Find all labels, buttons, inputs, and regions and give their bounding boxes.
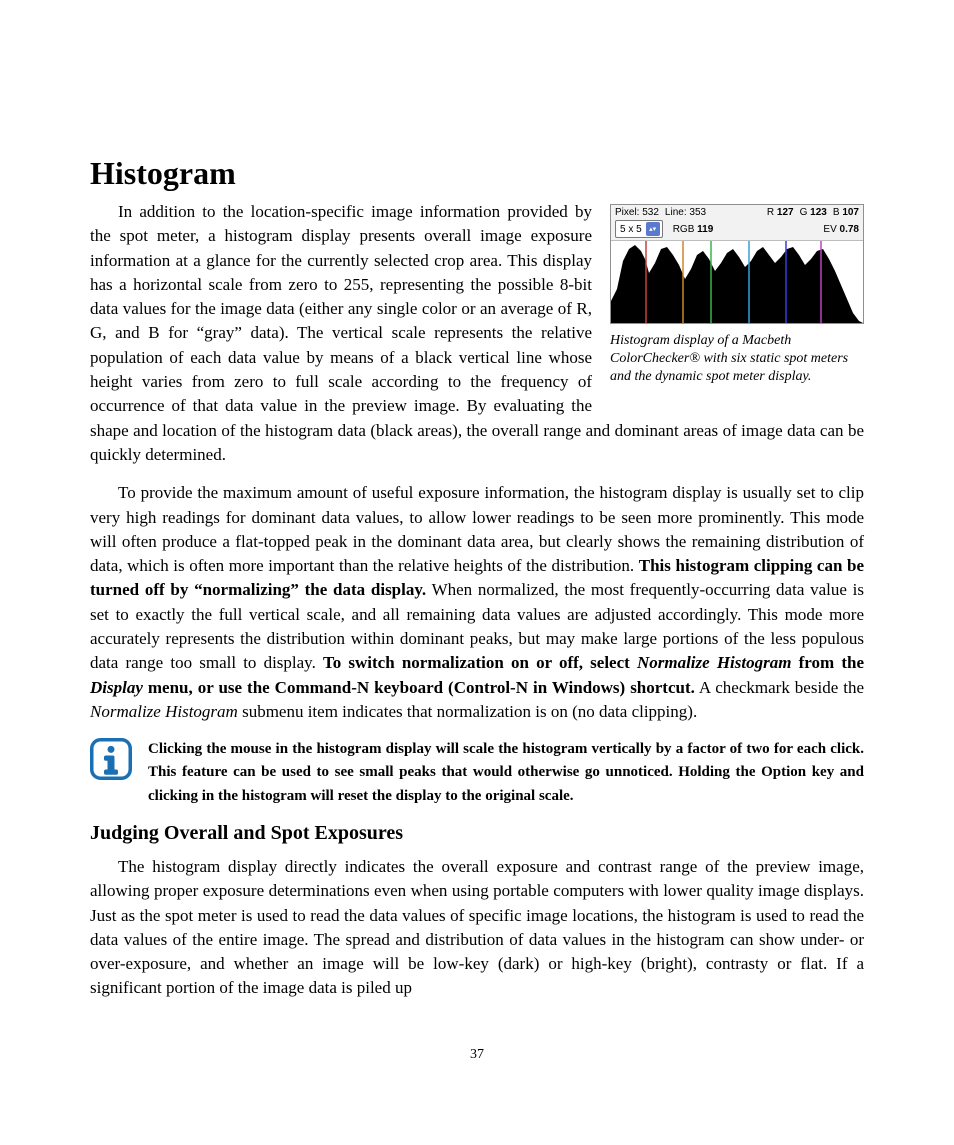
line-readout: Line: 353 [665, 207, 706, 218]
para2-bold-2b: from the [791, 653, 864, 672]
subheading: Judging Overall and Spot Exposures [90, 822, 864, 845]
histogram-fill [611, 245, 863, 323]
para2-text-c: A checkmark beside the [695, 678, 864, 697]
paragraph-3: The histogram display directly indicates… [90, 855, 864, 1001]
info-callout: Clicking the mouse in the histogram disp… [90, 738, 864, 808]
document-page: Histogram Pixel: 532 Line: 353 R 127 G 1… [0, 0, 954, 1145]
b-readout: B 107 [833, 207, 859, 218]
para2-bold-2c: menu, or use the Command-N keyboard (Con… [143, 678, 695, 697]
page-title: Histogram [90, 155, 864, 192]
histogram-readout-row2: 5 x 5 ▴▾ RGB 119 EV 0.78 [611, 218, 863, 240]
figure-caption: Histogram display of a Macbeth ColorChec… [610, 332, 864, 387]
info-text: Clicking the mouse in the histogram disp… [148, 738, 864, 808]
ev-readout: EV 0.78 [823, 224, 859, 235]
dropdown-value: 5 x 5 [620, 224, 642, 235]
dropdown-arrows-icon: ▴▾ [646, 222, 660, 236]
sample-size-dropdown[interactable]: 5 x 5 ▴▾ [615, 220, 663, 238]
para2-bolditalic-1: Normalize Histogram [637, 653, 792, 672]
para2-bold-2a: To switch normalization on or off, selec… [323, 653, 637, 672]
histogram-readout-row1: Pixel: 532 Line: 353 R 127 G 123 B 107 [611, 205, 863, 218]
histogram-figure: Pixel: 532 Line: 353 R 127 G 123 B 107 5… [610, 204, 864, 387]
rgb-readout: RGB 119 [673, 224, 714, 235]
r-readout: R 127 [767, 207, 794, 218]
histogram-svg [611, 241, 863, 323]
para2-text-d: submenu item indicates that normalizatio… [238, 702, 697, 721]
histogram-panel: Pixel: 532 Line: 353 R 127 G 123 B 107 5… [610, 204, 864, 324]
pixel-readout: Pixel: 532 [615, 207, 659, 218]
para2-bolditalic-2: Display [90, 678, 143, 697]
para2-italic-1: Normalize Histogram [90, 702, 238, 721]
info-icon [90, 738, 132, 780]
paragraph-2: To provide the maximum amount of useful … [90, 481, 864, 724]
histogram-plot[interactable] [611, 240, 863, 323]
g-readout: G 123 [800, 207, 827, 218]
page-number: 37 [0, 1047, 954, 1063]
